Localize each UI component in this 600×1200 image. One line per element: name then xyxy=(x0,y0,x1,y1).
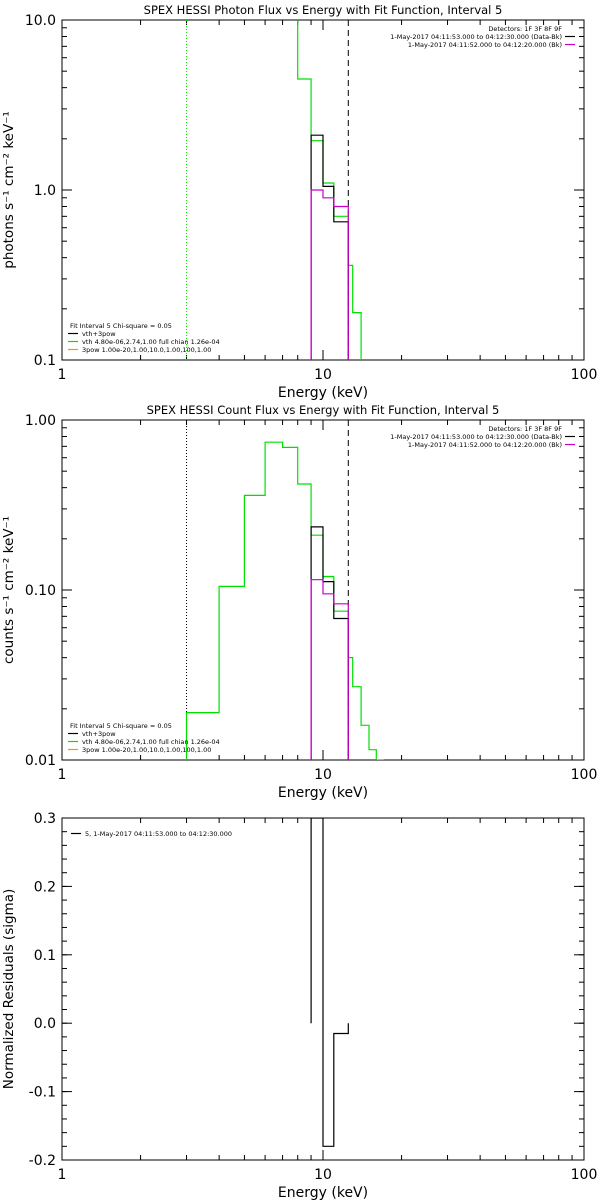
series-line-3 xyxy=(310,579,349,760)
y-tick-label: -0.1 xyxy=(29,1085,56,1101)
y-tick-label: 0.1 xyxy=(34,353,56,369)
legend-text: vth 4.80e-06,2.74,1.00 full chian 1.26e-… xyxy=(82,338,220,346)
chart-panel-3: 1 10 100 Energy (keV) -0.2 -0.1 0.0 0.1 0.2 0.3 No… xyxy=(1,811,597,1200)
legend-text: vth 4.80e-06,2.74,1.00 full chian 1.26e-… xyxy=(82,738,220,746)
x-tick-label: 100 xyxy=(571,767,598,783)
series-line-2 xyxy=(310,134,349,360)
chart-panel-1: SPEX HESSI Photon Flux vs Energy with Fi… xyxy=(1,3,597,401)
chart-title: SPEX HESSI Photon Flux vs Energy with Fi… xyxy=(144,3,503,17)
x-tick-label: 10 xyxy=(314,767,332,783)
legend-text: Detectors: 1F 3F 8F 9F xyxy=(488,425,562,433)
legend-text: 1-May-2017 04:11:52.000 to 04:12:20.000 … xyxy=(408,41,562,49)
x-tick-label: 100 xyxy=(571,367,598,383)
x-axis-label: Energy (keV) xyxy=(278,785,368,801)
y-axis-label: counts s⁻¹ cm⁻² keV⁻¹ xyxy=(1,516,17,664)
x-tick-label: 1 xyxy=(58,1167,67,1183)
chart-panel-2: SPEX HESSI Count Flux vs Energy with Fit… xyxy=(1,403,597,801)
legend-text: 3pow 1.00e-20,1.00,10.0,1.00,100,1.00 xyxy=(82,346,211,354)
plot-area xyxy=(186,20,362,360)
legend-text: Fit Interval 5 Chi-square = 0.05 xyxy=(70,322,172,330)
legend-text: 1-May-2017 04:11:52.000 to 04:12:20.000 … xyxy=(408,441,562,449)
series-line-3 xyxy=(310,189,349,360)
legend-text: Detectors: 1F 3F 8F 9F xyxy=(488,25,562,33)
series-line-1 xyxy=(185,441,384,760)
series-line-1 xyxy=(310,818,349,1147)
y-tick-label: 0.01 xyxy=(25,753,56,769)
y-axis-label: photons s⁻¹ cm⁻² keV⁻¹ xyxy=(1,111,17,269)
legend-text: 1-May-2017 04:11:53.000 to 04:12:30.000 … xyxy=(390,433,562,441)
y-tick-label: 1.0 xyxy=(34,183,56,199)
legend-text: vth+3pow xyxy=(82,730,116,738)
y-tick-label: 0.0 xyxy=(34,1016,56,1032)
chart-title: SPEX HESSI Count Flux vs Energy with Fit… xyxy=(147,403,500,417)
legend-text: 1-May-2017 04:11:53.000 to 04:12:30.000 … xyxy=(390,33,562,41)
legend-text: 3pow 1.00e-20,1.00,10.0,1.00,100,1.00 xyxy=(82,746,211,754)
x-axis-label: Energy (keV) xyxy=(278,1185,368,1200)
y-tick-label: 0.2 xyxy=(34,879,56,895)
x-axis-label: Energy (keV) xyxy=(278,385,368,401)
y-tick-label: -0.2 xyxy=(29,1153,56,1169)
x-tick-label: 10 xyxy=(314,1167,332,1183)
legend-text: 5, 1-May-2017 04:11:53.000 to 04:12:30.0… xyxy=(85,830,232,838)
y-tick-label: 10.0 xyxy=(25,13,56,29)
x-tick-label: 100 xyxy=(571,1167,598,1183)
plot-area xyxy=(185,420,384,760)
series-line-2 xyxy=(310,526,349,760)
series-line-1 xyxy=(297,20,362,360)
y-tick-label: 0.10 xyxy=(25,583,56,599)
legend-text: vth+3pow xyxy=(82,330,116,338)
legend-text: Fit Interval 5 Chi-square = 0.05 xyxy=(70,722,172,730)
plot-area xyxy=(310,818,349,1147)
y-axis-label: Normalized Residuals (sigma) xyxy=(1,889,17,1090)
x-tick-label: 10 xyxy=(314,367,332,383)
x-tick-label: 1 xyxy=(58,767,67,783)
y-tick-label: 1.00 xyxy=(25,413,56,429)
y-tick-label: 0.3 xyxy=(34,811,56,827)
y-tick-label: 0.1 xyxy=(34,948,56,964)
x-tick-label: 1 xyxy=(58,367,67,383)
